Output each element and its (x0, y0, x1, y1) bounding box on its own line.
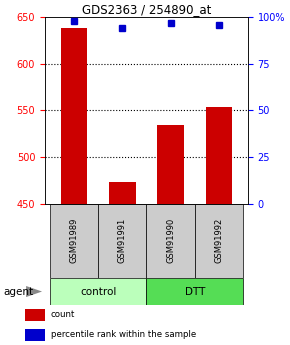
Text: count: count (50, 310, 75, 319)
Text: GSM91991: GSM91991 (118, 218, 127, 263)
Bar (25, 309, 45, 321)
Bar (206, 107, 232, 204)
Bar (195, 204, 243, 278)
Bar (50, 204, 98, 278)
Bar (25, 329, 45, 341)
Text: control: control (80, 287, 116, 296)
Bar (98, 204, 146, 278)
Text: GSM91990: GSM91990 (166, 218, 175, 263)
Title: GDS2363 / 254890_at: GDS2363 / 254890_at (82, 3, 211, 16)
Bar (61, 28, 87, 204)
Bar (146, 204, 195, 278)
Text: DTT: DTT (185, 287, 205, 296)
Bar (109, 182, 135, 204)
Text: GSM91989: GSM91989 (69, 218, 79, 263)
Bar (157, 125, 184, 204)
Text: percentile rank within the sample: percentile rank within the sample (50, 330, 196, 339)
Bar (146, 278, 243, 305)
Bar (50, 278, 146, 305)
Polygon shape (26, 286, 42, 297)
Text: GSM91992: GSM91992 (214, 218, 224, 263)
Text: agent: agent (3, 287, 33, 296)
